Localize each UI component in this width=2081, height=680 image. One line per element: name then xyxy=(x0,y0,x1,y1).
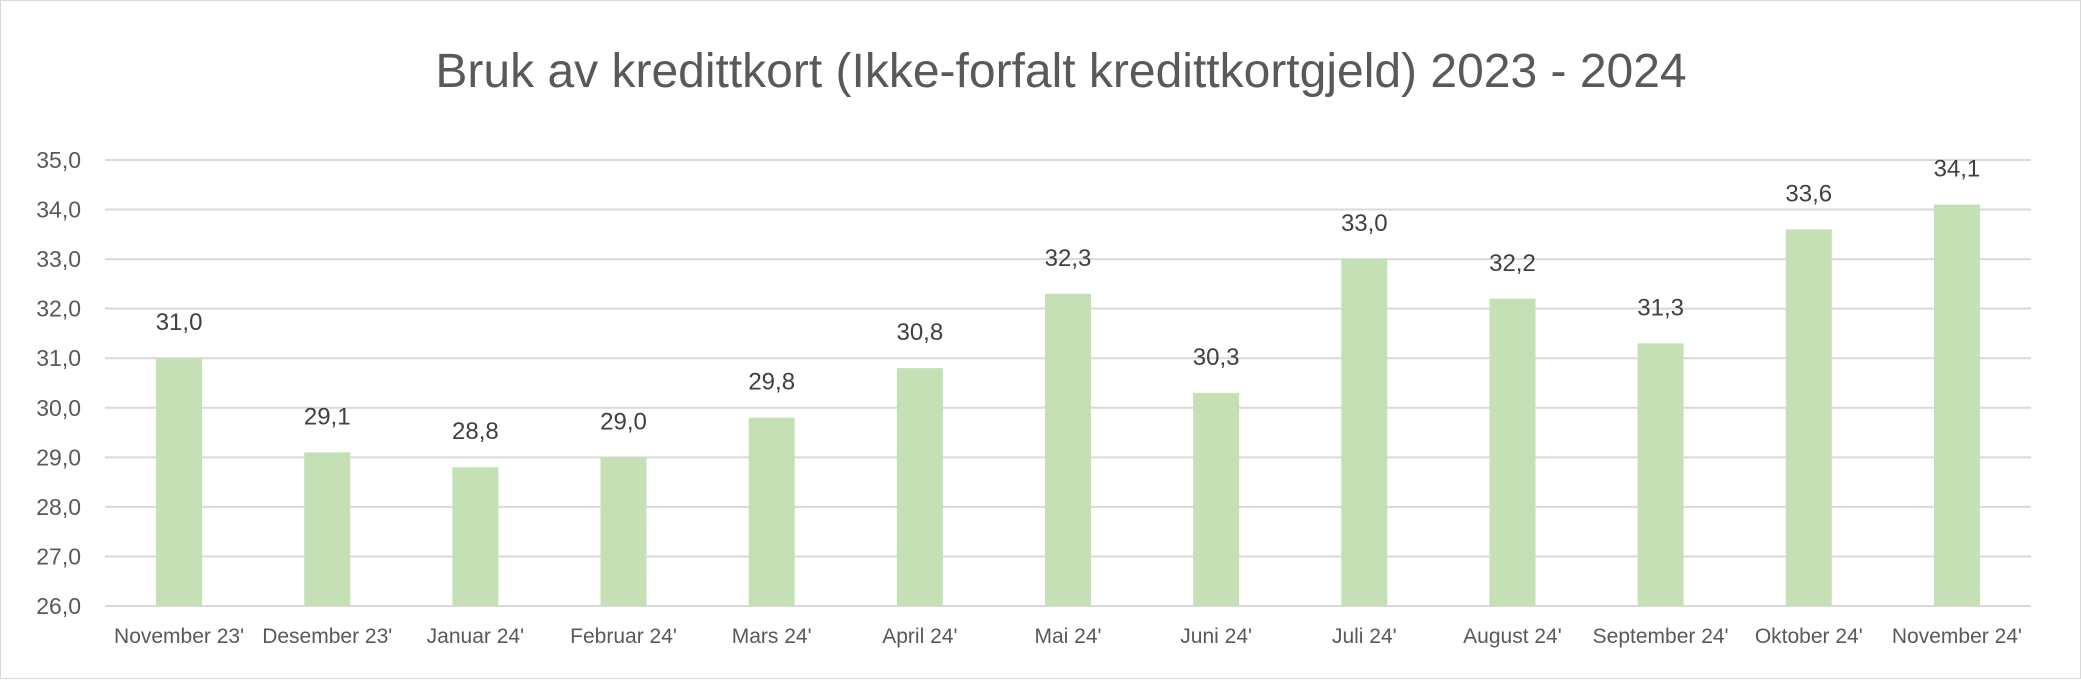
x-category-label: November 24' xyxy=(1892,625,2022,648)
x-axis-categories: November 23' Desember 23' Januar 24' Februa… xyxy=(114,625,2022,648)
x-category-label: April 24' xyxy=(882,625,957,648)
bar xyxy=(452,467,499,606)
x-category-label: Februar 24' xyxy=(570,625,677,648)
x-category-label: Oktober 24' xyxy=(1755,625,1863,648)
data-label: 34,1 xyxy=(1934,156,1981,183)
data-label: 31,3 xyxy=(1637,294,1684,321)
x-category-label: Januar 24' xyxy=(427,625,524,648)
y-tick-label: 33,0 xyxy=(36,246,81,272)
y-tick-label: 28,0 xyxy=(36,494,81,520)
y-tick-label: 26,0 xyxy=(36,593,81,619)
y-axis-ticks: 26,0 27,0 28,0 29,0 30,0 31,0 32,0 33,0 34,0 35,0 xyxy=(36,147,81,619)
y-tick-label: 35,0 xyxy=(36,147,81,173)
bars xyxy=(156,204,1980,606)
data-label: 29,8 xyxy=(748,369,795,396)
x-category-label: November 23' xyxy=(114,625,244,648)
y-tick-label: 29,0 xyxy=(36,444,81,470)
data-label: 32,3 xyxy=(1045,245,1092,272)
data-label: 31,0 xyxy=(156,309,203,336)
y-tick-label: 30,0 xyxy=(36,395,81,421)
bar xyxy=(1193,392,1240,606)
bar xyxy=(156,358,203,606)
data-label: 32,2 xyxy=(1489,250,1536,277)
x-category-label: Desember 23' xyxy=(262,625,392,648)
bar xyxy=(1045,293,1091,606)
bar xyxy=(896,368,943,606)
data-label: 30,3 xyxy=(1193,344,1240,371)
bar xyxy=(1341,259,1388,606)
x-category-label: Juni 24' xyxy=(1180,625,1252,648)
x-category-label: Mai 24' xyxy=(1034,625,1101,648)
data-label: 29,0 xyxy=(600,408,647,435)
bar xyxy=(1933,204,1980,606)
data-label: 28,8 xyxy=(452,418,499,445)
x-category-label: Mars 24' xyxy=(732,625,812,648)
x-category-label: August 24' xyxy=(1463,625,1562,648)
chart-title: Bruk av kredittkort (Ikke-forfalt kredit… xyxy=(435,45,1686,98)
bar xyxy=(1785,229,1832,606)
bar xyxy=(1489,298,1536,606)
data-label: 30,8 xyxy=(896,319,943,346)
bar xyxy=(600,457,647,606)
data-labels: 31,0 29,1 28,8 29,0 29,8 30,8 32,3 30,3 33,0 32,2… xyxy=(156,156,1981,446)
bar xyxy=(1637,343,1684,606)
y-tick-label: 34,0 xyxy=(36,197,81,223)
x-category-label: September 24' xyxy=(1593,625,1729,648)
data-label: 29,1 xyxy=(304,403,351,430)
bar xyxy=(748,417,795,606)
y-tick-label: 27,0 xyxy=(36,543,81,569)
data-label: 33,0 xyxy=(1341,210,1388,237)
data-label: 33,6 xyxy=(1785,180,1832,207)
y-tick-label: 32,0 xyxy=(36,296,81,322)
x-category-label: Juli 24' xyxy=(1332,625,1397,648)
bar xyxy=(304,452,351,606)
y-tick-label: 31,0 xyxy=(36,345,81,371)
